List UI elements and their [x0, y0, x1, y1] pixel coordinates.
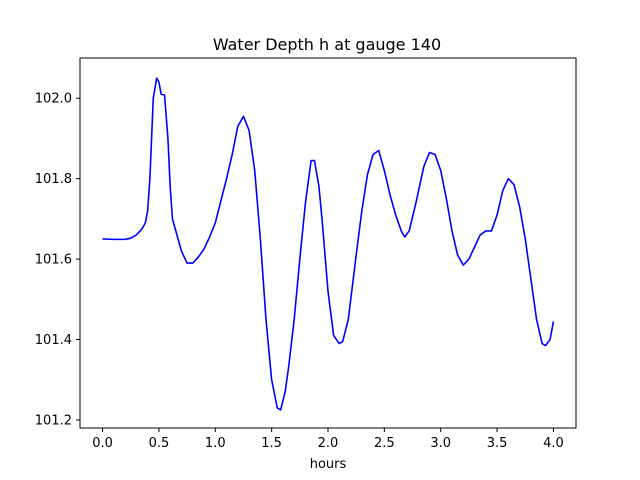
y-tick-label: 102.0: [35, 92, 72, 107]
x-tick-label: 2.5: [374, 436, 395, 451]
series-line-0: [102, 77, 555, 411]
x-tick-label: 1.0: [205, 436, 226, 451]
y-tick-label: 101.2: [35, 413, 72, 428]
plot-area: [102, 77, 555, 411]
y-axis: 101.2 101.4 101.6 101.8 102.0: [35, 92, 80, 428]
x-tick-label: 3.0: [430, 436, 451, 451]
x-tick-label: 3.5: [487, 436, 508, 451]
y-tick-label: 101.6: [35, 253, 72, 268]
x-tick-label: 2.0: [318, 436, 339, 451]
x-axis-label: hours: [310, 457, 347, 472]
y-tick-label: 101.8: [35, 172, 72, 187]
x-tick-label: 0.0: [92, 436, 113, 451]
chart-title: Water Depth h at gauge 140: [213, 35, 441, 54]
x-axis: 0.0 0.5 1.0 1.5 2.0 2.5 3.0 3.5 4.0: [92, 428, 564, 451]
y-tick-label: 101.4: [35, 333, 72, 348]
x-tick-label: 4.0: [543, 436, 564, 451]
axes-frame: [79, 57, 577, 429]
x-tick-label: 0.5: [149, 436, 170, 451]
x-tick-label: 1.5: [261, 436, 282, 451]
